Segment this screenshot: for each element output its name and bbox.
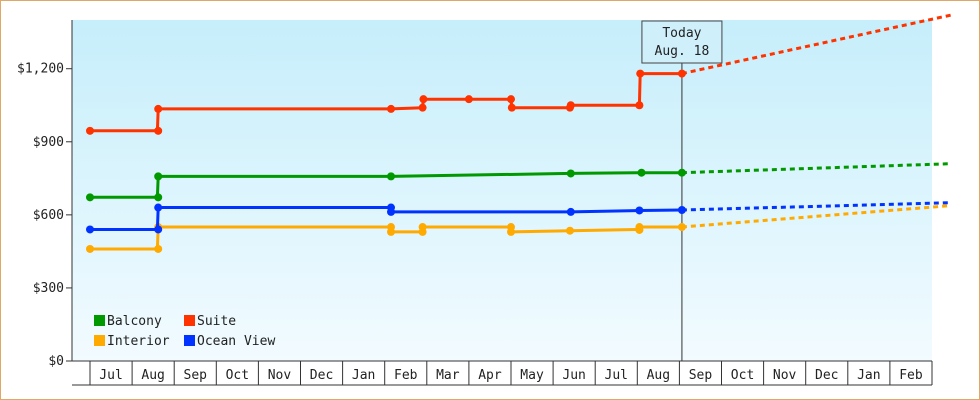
suite-data-point	[419, 95, 428, 104]
balcony-data-point	[677, 168, 686, 177]
ocean-view-data-point	[154, 203, 163, 212]
interior-data-point	[507, 227, 515, 236]
ocean-view-data-point	[677, 205, 686, 214]
legend-label-interior: Interior	[107, 334, 170, 349]
y-tick-label: $1,200	[17, 62, 64, 77]
ocean-view-data-point	[154, 225, 163, 234]
interior-data-point	[86, 244, 94, 253]
suite-data-point	[154, 126, 163, 135]
x-month-label: Nov	[268, 368, 292, 383]
legend-swatch-balcony	[94, 315, 105, 326]
series-lines	[86, 13, 952, 253]
series-suite	[86, 13, 952, 135]
suite-data-point	[677, 69, 686, 78]
series-balcony	[86, 162, 951, 202]
legend-label-ocean-view: Ocean View	[197, 334, 275, 349]
balcony-data-point	[154, 193, 163, 202]
x-month-label: Feb	[899, 368, 923, 383]
ocean-view-data-point	[635, 206, 644, 215]
y-tick-label: $900	[33, 135, 64, 150]
y-axis: $0 $300 $600 $900 $1,200	[17, 20, 73, 369]
x-month-label: Sep	[689, 368, 713, 383]
suite-price-line	[90, 72, 682, 133]
y-tick-label: $0	[48, 354, 64, 369]
suite-data-point	[387, 104, 396, 113]
suite-data-point	[154, 104, 163, 113]
x-month-label: Jan	[857, 368, 880, 383]
suite-data-point	[636, 69, 645, 78]
legend-swatch-interior	[94, 335, 105, 346]
y-tick-label: $600	[33, 208, 64, 223]
ocean-view-data-point	[566, 207, 575, 216]
balcony-data-point	[637, 168, 646, 177]
legend: Balcony Suite Interior Ocean View	[94, 314, 275, 349]
x-month-label: Feb	[394, 368, 418, 383]
legend-swatch-ocean-view	[184, 335, 195, 346]
today-label: Today	[662, 26, 701, 41]
balcony-data-point	[387, 172, 396, 181]
x-month-label: Jul	[99, 368, 122, 383]
x-month-label: Dec	[310, 368, 333, 383]
x-month-label: May	[520, 368, 544, 383]
today-box	[641, 20, 723, 64]
suite-data-point	[507, 103, 516, 112]
balcony-data-point	[154, 172, 163, 181]
x-month-label: Sep	[184, 368, 208, 383]
suite-data-point	[464, 95, 473, 104]
x-month-label: Nov	[773, 368, 797, 383]
balcony-data-point	[86, 193, 94, 202]
interior-data-point	[387, 227, 396, 236]
legend-label-balcony: Balcony	[107, 314, 162, 329]
x-month-label: Jun	[562, 368, 585, 383]
x-axis: Jul Aug Sep Oct Nov Dec Jan Feb Mar Apr May Jun Jul A…	[72, 360, 933, 386]
ocean-view-data-point	[86, 225, 94, 234]
balcony-data-point	[566, 169, 575, 178]
interior-data-point	[418, 223, 427, 232]
interior-data-point	[677, 223, 686, 232]
x-month-label: Dec	[815, 368, 838, 383]
plot-background	[72, 20, 932, 361]
suite-data-point	[507, 95, 515, 104]
x-month-label: Oct	[226, 368, 249, 383]
suite-data-point	[418, 103, 427, 112]
y-tick-label: $300	[33, 281, 64, 296]
x-month-label: Apr	[478, 368, 502, 383]
suite-data-point	[635, 101, 644, 110]
series-ocean-view	[86, 201, 951, 234]
suite-data-point	[566, 101, 575, 110]
x-month-label: Mar	[436, 368, 460, 383]
x-month-label: Oct	[731, 368, 754, 383]
suite-data-point	[86, 126, 94, 135]
interior-data-point	[154, 244, 163, 253]
x-month-label: Aug	[141, 368, 164, 383]
suite-forecast-line	[681, 13, 952, 76]
x-month-label: Jan	[352, 368, 375, 383]
interior-data-point	[635, 223, 644, 232]
legend-label-suite: Suite	[197, 314, 236, 329]
interior-data-point	[565, 226, 574, 235]
x-month-label: Jul	[605, 368, 628, 383]
today-date: Aug. 18	[655, 44, 710, 59]
x-month-label: Aug	[647, 368, 670, 383]
ocean-view-data-point	[387, 207, 396, 216]
legend-swatch-suite	[184, 315, 195, 326]
